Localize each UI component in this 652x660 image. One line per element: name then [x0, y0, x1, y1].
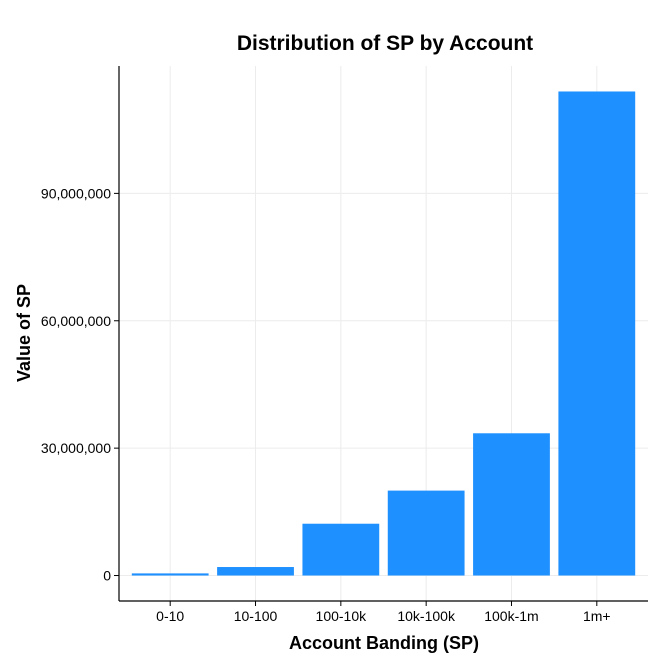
- y-axis-ticks: 0 30,000,000 60,000,000 90,000,000: [41, 185, 119, 584]
- bar-100-10k: [302, 523, 380, 576]
- y-tick-label: 0: [103, 568, 111, 584]
- bar-0-10: [131, 573, 209, 576]
- chart-title: Distribution of SP by Account: [237, 32, 533, 55]
- x-tick-label: 100k-1m: [484, 608, 538, 624]
- y-tick-label: 60,000,000: [41, 313, 111, 329]
- x-axis-title: Account Banding (SP): [289, 633, 479, 653]
- x-axis-ticks: 0-10 10-100 100-10k 10k-100k 100k-1m 1m+: [156, 601, 611, 624]
- x-tick-label: 0-10: [156, 608, 184, 624]
- bar-100k-1m: [473, 433, 550, 576]
- bar-1m+: [558, 91, 636, 576]
- y-axis-title: Value of SP: [14, 284, 34, 382]
- x-tick-label: 10-100: [234, 608, 278, 624]
- y-tick-label: 30,000,000: [41, 440, 111, 456]
- bars-group: [131, 91, 636, 576]
- bar-10-100: [217, 567, 294, 576]
- y-tick-label: 90,000,000: [41, 185, 111, 201]
- x-tick-label: 1m+: [583, 608, 611, 624]
- x-tick-label: 100-10k: [316, 608, 368, 624]
- x-tick-label: 10k-100k: [397, 608, 456, 624]
- bar-10k-100k: [387, 490, 465, 576]
